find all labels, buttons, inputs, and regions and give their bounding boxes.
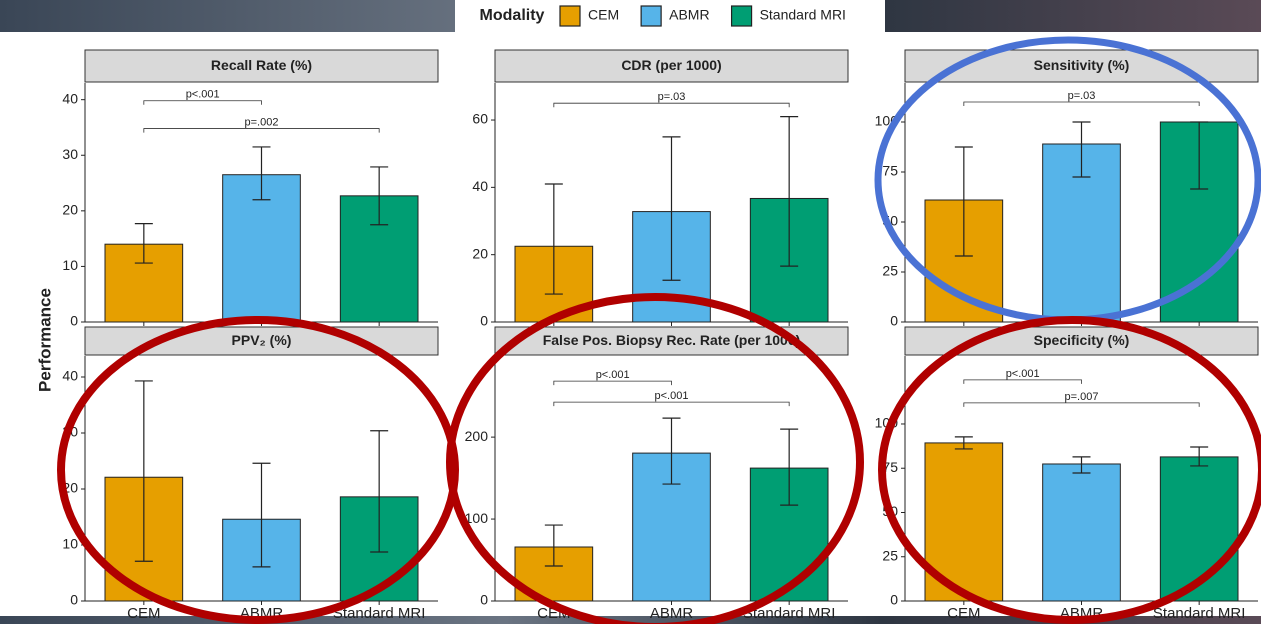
y-tick-label: 0 (480, 592, 488, 608)
p-value-label: p<.001 (655, 390, 689, 402)
p-value-label: p<.001 (186, 89, 220, 101)
p-value-label: p<.001 (1006, 368, 1040, 380)
y-tick-label: 25 (882, 547, 898, 563)
significance-bracket (964, 102, 1199, 106)
y-tick-label: 30 (62, 146, 78, 162)
legend-swatch (560, 6, 580, 26)
facet-title: Specificity (%) (1034, 332, 1130, 348)
y-tick-label: 25 (882, 263, 898, 279)
facet-title: Recall Rate (%) (211, 57, 312, 73)
y-tick-label: 0 (890, 592, 898, 608)
y-tick-label: 75 (882, 163, 898, 179)
facet-title: CDR (per 1000) (621, 57, 721, 73)
p-value-label: p=.007 (1065, 391, 1099, 403)
legend-swatch (732, 6, 752, 26)
y-tick-label: 0 (480, 313, 488, 329)
y-tick-label: 0 (890, 313, 898, 329)
p-value-label: p=.002 (245, 116, 279, 128)
x-tick-label: CEM (947, 605, 980, 622)
y-tick-label: 10 (62, 536, 78, 552)
p-value-label: p=.03 (1068, 90, 1096, 102)
y-tick-label: 60 (472, 111, 488, 127)
x-tick-label: Standard MRI (1153, 605, 1246, 622)
figure: Modality Performance CEM ABMR Standard MRI… (0, 0, 1261, 624)
legend-label: Standard MRI (760, 7, 846, 23)
facet-title: PPV₂ (%) (232, 332, 292, 348)
y-tick-label: 20 (62, 202, 78, 218)
p-value-label: p=.03 (658, 91, 686, 103)
x-tick-label: ABMR (650, 605, 694, 622)
y-tick-label: 200 (465, 428, 489, 444)
p-value-label: p<.001 (596, 369, 630, 381)
legend-label: ABMR (669, 7, 709, 23)
legend-label: CEM (588, 7, 619, 23)
y-tick-label: 40 (62, 368, 78, 384)
y-tick-label: 20 (472, 245, 488, 261)
legend-title: Modality (480, 7, 545, 24)
significance-bracket (554, 402, 789, 406)
legend-swatch (641, 6, 661, 26)
bar (1043, 464, 1121, 601)
facet-title: False Pos. Biopsy Rec. Rate (per 1000) (543, 332, 801, 348)
plot-area: CEM ABMR Standard MRI Recall Rate (%) 0 10 20 3… (62, 6, 1258, 622)
significance-bracket (964, 380, 1082, 384)
significance-bracket (554, 103, 789, 107)
y-tick-label: 0 (70, 592, 78, 608)
y-tick-label: 40 (62, 90, 78, 106)
facet-title: Sensitivity (%) (1034, 57, 1130, 73)
y-tick-label: 10 (62, 257, 78, 273)
page: Modality Performance CEM ABMR Standard MRI… (0, 0, 1261, 624)
significance-bracket (144, 101, 262, 105)
y-tick-label: 40 (472, 178, 488, 194)
x-tick-label: CEM (127, 605, 160, 622)
y-axis-label: Performance (35, 288, 54, 392)
significance-bracket (144, 129, 379, 133)
significance-bracket (964, 403, 1199, 407)
significance-bracket (554, 381, 672, 385)
y-tick-label: 0 (70, 313, 78, 329)
